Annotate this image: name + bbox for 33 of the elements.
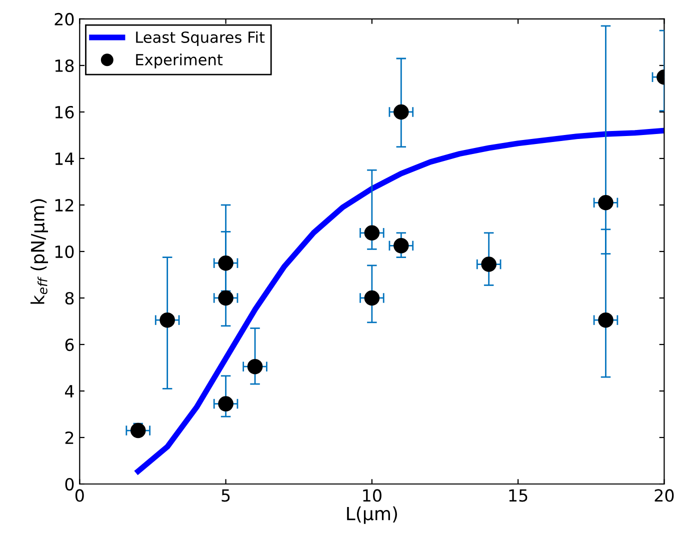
y-tick-label: 18 <box>55 59 74 72</box>
point <box>218 255 234 271</box>
y-axis-title: k$_{eff}$ (pN/μm) <box>30 199 48 304</box>
y-tick-label: 20 <box>54 12 74 26</box>
point <box>247 358 263 374</box>
point <box>364 290 380 306</box>
point <box>598 312 614 328</box>
point <box>160 312 175 328</box>
y-tick-label: 8 <box>65 292 74 305</box>
x-tick-label: 0 <box>75 489 84 502</box>
legend-label: Experiment <box>136 54 223 68</box>
point <box>481 256 496 272</box>
x-tick-label: 15 <box>509 489 528 502</box>
y-tick-label: 6 <box>65 338 74 352</box>
y-tick-label: 0 <box>65 478 74 491</box>
point <box>394 104 409 120</box>
y-tick-label: 2 <box>65 431 74 444</box>
y-tick-label: 16 <box>55 106 74 119</box>
point <box>218 290 234 306</box>
y-tick-label: 12 <box>55 198 74 212</box>
point <box>394 238 409 254</box>
y-tick-label: 4 <box>65 385 74 398</box>
point <box>364 225 380 241</box>
legend-label: Least Squares Fit <box>136 31 265 46</box>
x-tick-label: 5 <box>222 489 230 502</box>
x-tick-label: 20 <box>654 489 674 502</box>
point <box>130 422 146 438</box>
point <box>598 195 614 210</box>
y-tick-label: 10 <box>55 245 74 258</box>
point <box>218 396 234 412</box>
y-tick-label: 14 <box>55 152 74 165</box>
x-axis-title: L(μm) <box>347 506 397 524</box>
x-tick-label: 10 <box>363 489 382 502</box>
